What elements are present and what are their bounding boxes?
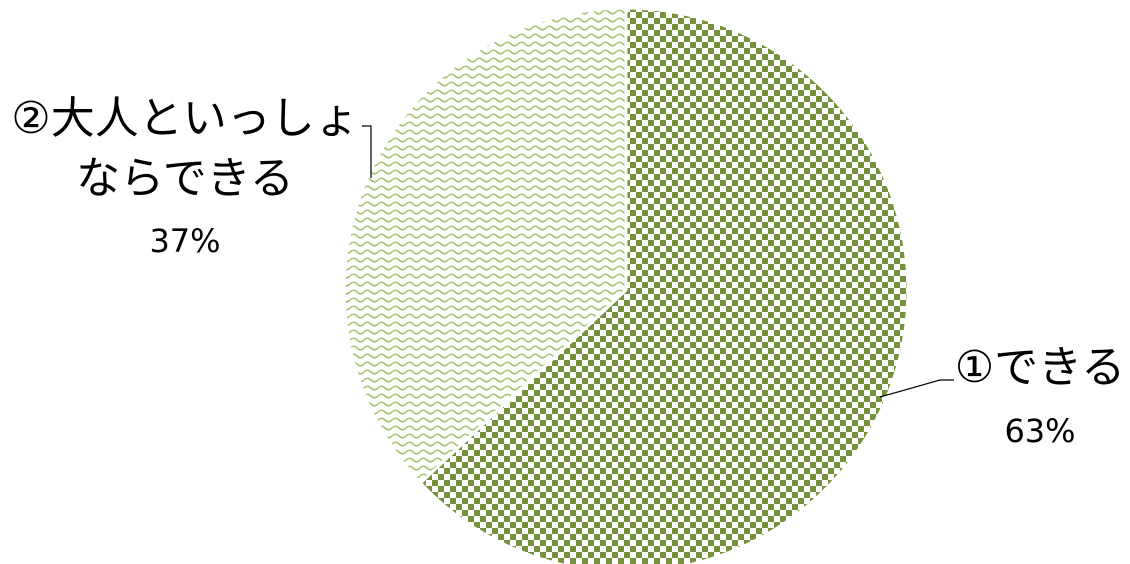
slice-1-label-line-1: ①できる	[955, 342, 1126, 393]
leader-line-slice-2	[362, 125, 372, 178]
slice-2-label-line-1: ②大人といっしょ	[11, 93, 358, 144]
pie-slice-2	[342, 6, 628, 485]
slice-2-percent-label: 37%	[149, 222, 220, 260]
slice-1-percent-label: 63%	[1004, 412, 1075, 450]
pie-slice-1	[418, 6, 910, 564]
data-labels: ①できる 63% ②大人といっしょ ならできる 37%	[11, 93, 1125, 450]
leader-line-slice-1	[879, 379, 954, 398]
pie-slices	[342, 6, 910, 564]
slice-2-label-line-2: ならできる	[76, 153, 294, 204]
leader-lines	[362, 125, 954, 398]
